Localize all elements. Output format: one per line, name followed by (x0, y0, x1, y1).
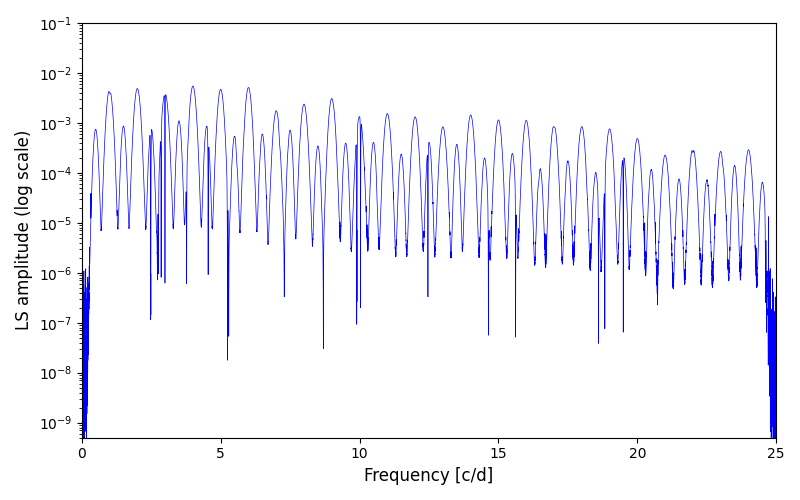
X-axis label: Frequency [c/d]: Frequency [c/d] (364, 467, 494, 485)
Y-axis label: LS amplitude (log scale): LS amplitude (log scale) (15, 130, 33, 330)
